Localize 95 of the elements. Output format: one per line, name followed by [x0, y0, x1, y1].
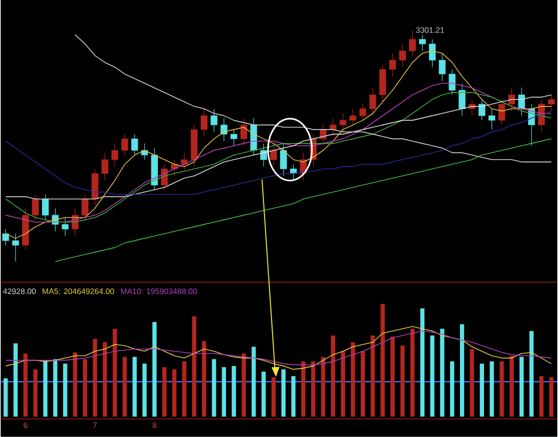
bar: [4, 378, 8, 417]
candlestick: [280, 143, 287, 176]
bar: [262, 372, 266, 417]
candlestick: [548, 94, 555, 112]
candlestick: [419, 34, 426, 52]
bar: [112, 328, 117, 417]
bar: [480, 364, 484, 417]
bar: [132, 356, 137, 417]
candlestick: [220, 118, 228, 142]
bar: [23, 354, 28, 417]
candlestick: [369, 88, 376, 116]
candlestick: [82, 194, 88, 220]
bar: [311, 361, 316, 417]
candlestick: [389, 52, 396, 77]
candlestick: [350, 108, 356, 126]
bar: [291, 376, 296, 417]
bar: [202, 341, 206, 417]
bar: [43, 360, 48, 417]
candlestick: [290, 164, 297, 181]
candlestick: [488, 108, 496, 130]
candlestick: [12, 233, 19, 262]
candlestick: [111, 143, 118, 167]
bar: [470, 349, 474, 417]
bar: [410, 328, 415, 417]
bar: [242, 354, 246, 417]
bar: [222, 367, 226, 417]
bar: [330, 336, 336, 417]
bar: [162, 367, 167, 417]
bar: [490, 361, 494, 417]
bar: [370, 336, 375, 417]
candlestick: [518, 88, 525, 116]
bar: [360, 351, 365, 417]
bar: [539, 376, 544, 417]
bar: [301, 361, 306, 417]
candlestick: [359, 104, 366, 121]
candlestick: [448, 69, 456, 96]
bar: [510, 356, 514, 417]
bar: [529, 331, 534, 417]
bar: [13, 343, 18, 417]
bar: [63, 364, 68, 417]
candlestick: [62, 217, 69, 236]
candlestick: [180, 152, 188, 172]
bar: [271, 377, 276, 417]
bar: [420, 308, 424, 417]
candlestick: [121, 134, 128, 156]
bar: [430, 336, 434, 417]
candlestick: [478, 99, 486, 121]
candlestick: [2, 228, 10, 246]
candlestick: [498, 99, 506, 126]
bar: [182, 361, 186, 417]
candlestick: [102, 152, 108, 181]
bar: [192, 316, 196, 417]
candlestick: [409, 30, 416, 56]
bar: [122, 356, 127, 417]
candlestick: [260, 143, 267, 167]
bar: [152, 322, 157, 417]
bar: [73, 352, 78, 417]
candlestick: [42, 194, 49, 220]
candlestick: [438, 52, 446, 82]
bar: [440, 328, 444, 417]
candlestick: [399, 44, 406, 68]
bar: [400, 346, 405, 417]
bar: [519, 356, 524, 417]
bar: [82, 359, 88, 417]
candlestick: [230, 129, 238, 146]
candlestick: [508, 88, 516, 112]
bar: [102, 342, 107, 417]
bar: [33, 369, 38, 417]
candlestick: [340, 113, 346, 132]
candlestick: [210, 108, 218, 132]
bar: [390, 336, 395, 417]
candlestick: [131, 134, 138, 156]
bar: [142, 364, 147, 417]
bar: [172, 369, 176, 417]
bar: [500, 361, 504, 417]
bar: [212, 359, 216, 417]
candlestick: [458, 83, 466, 116]
bar: [281, 369, 286, 417]
bar: [549, 377, 554, 417]
candlestick: [330, 118, 336, 137]
bar: [53, 359, 58, 417]
candlestick: [428, 39, 436, 68]
bar: [380, 304, 385, 417]
bar: [340, 351, 346, 417]
bar: [350, 342, 356, 417]
bar: [450, 361, 454, 417]
candlestick: [200, 108, 208, 137]
candlestick: [270, 143, 277, 167]
bar: [232, 366, 236, 417]
candlestick: [240, 118, 248, 146]
bar: [92, 338, 98, 417]
bar: [460, 324, 464, 417]
bar: [252, 346, 256, 417]
bar: [321, 356, 326, 417]
candlestick: [32, 194, 39, 220]
